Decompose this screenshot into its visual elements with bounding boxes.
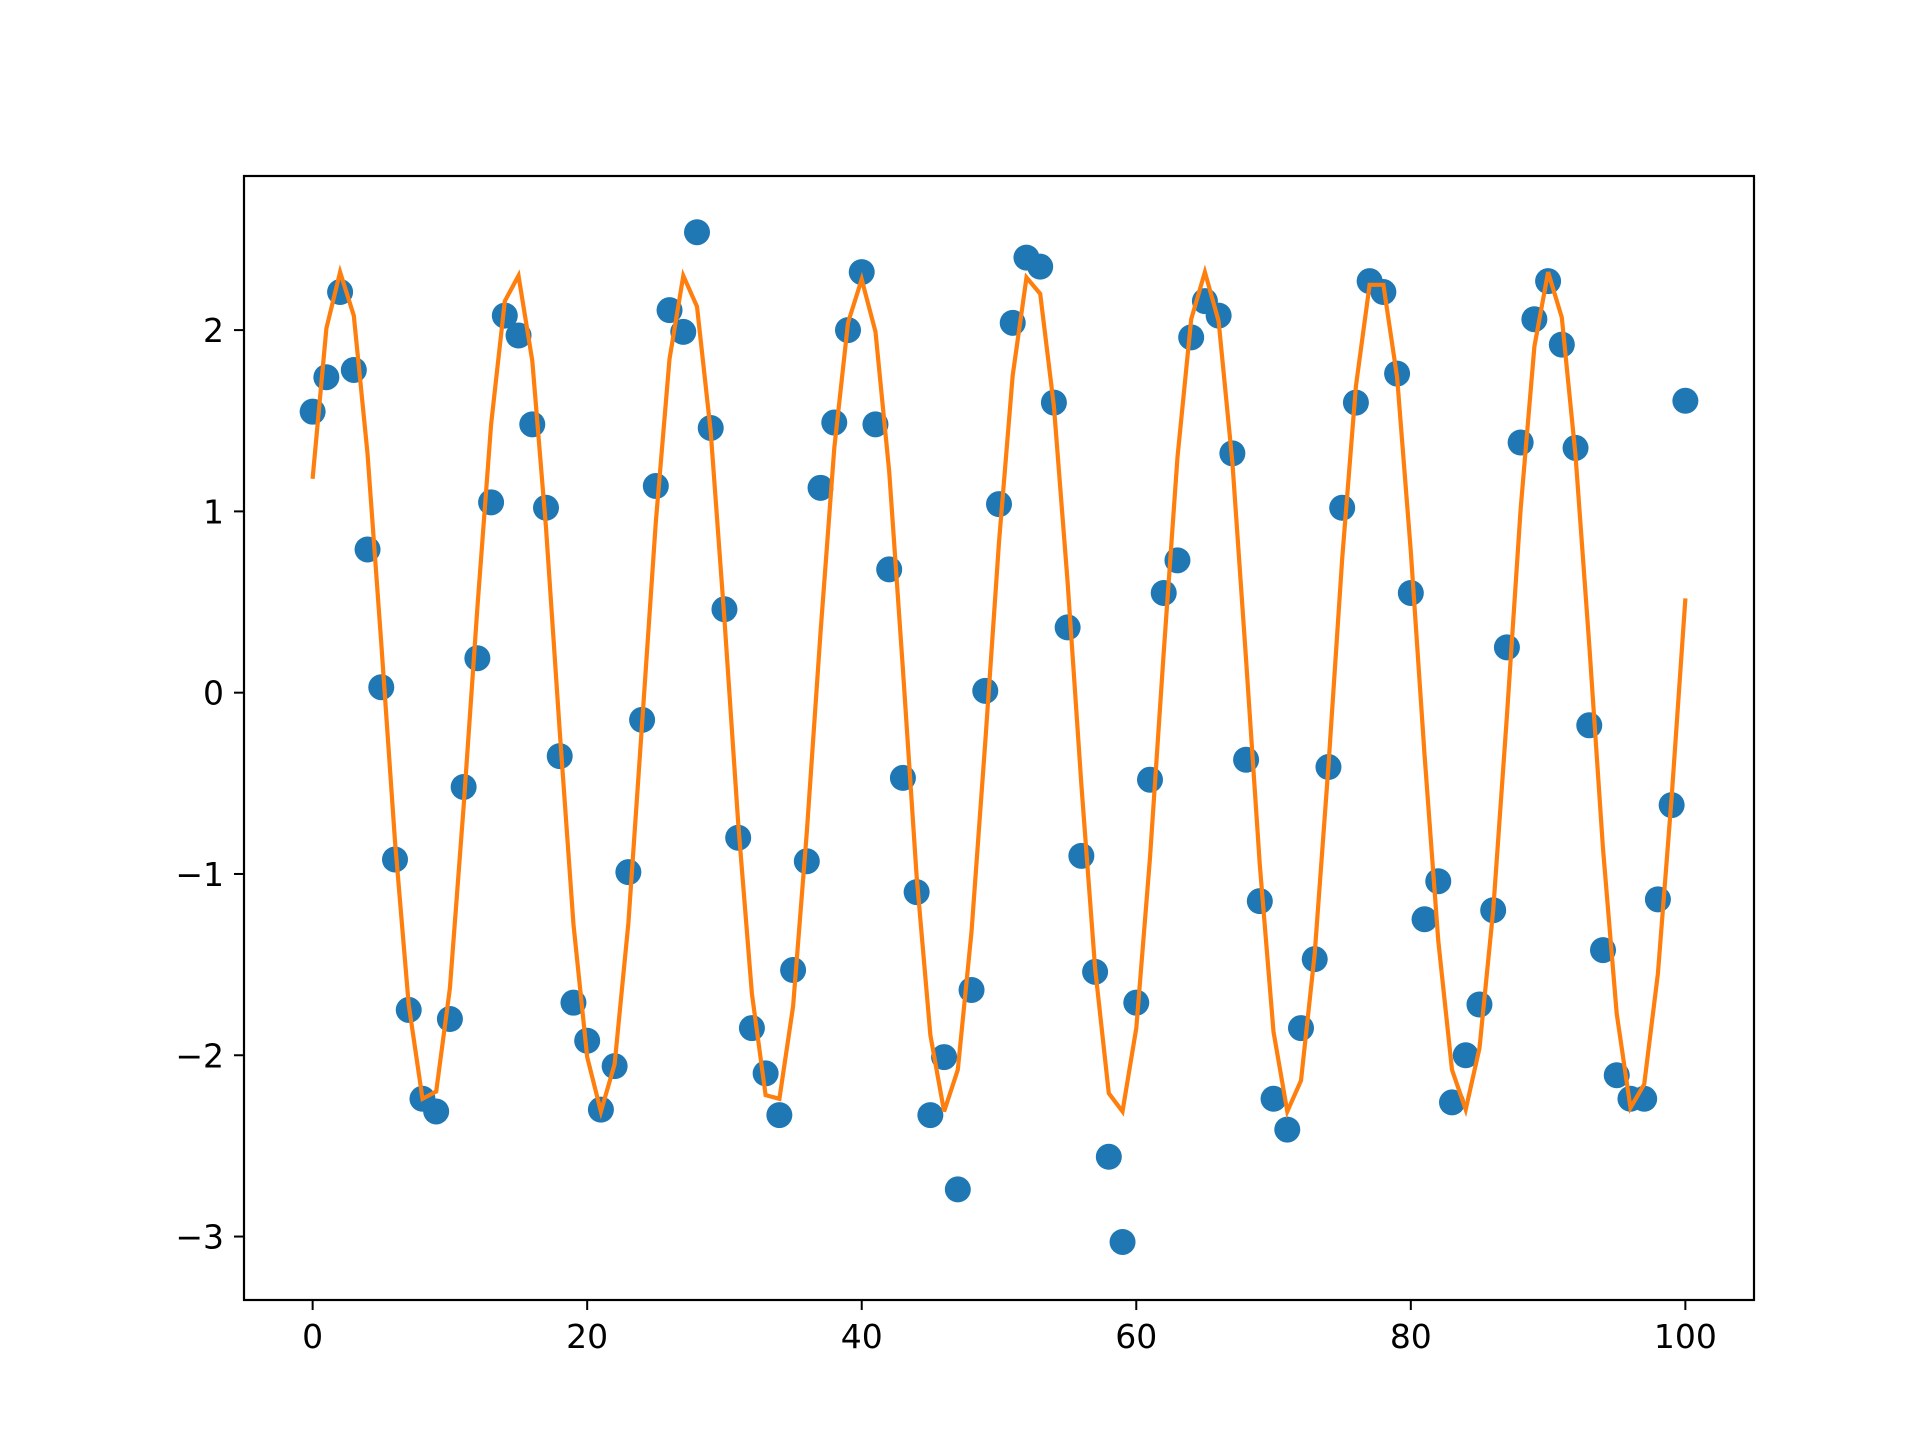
scatter-point	[793, 848, 820, 875]
scatter-point	[313, 364, 340, 391]
axes-frame	[242, 174, 1756, 1302]
y-tick-label: −1	[175, 855, 224, 894]
scatter-point	[1452, 1042, 1479, 1069]
x-tick-label: 0	[302, 1317, 323, 1356]
x-tick-label: 100	[1654, 1317, 1717, 1356]
scatter-point	[684, 219, 710, 246]
scatter-point	[1493, 634, 1520, 661]
scatter-point	[1288, 1015, 1314, 1042]
scatter-point	[615, 859, 642, 886]
scatter-point	[1576, 712, 1603, 739]
scatter-point	[368, 674, 395, 701]
scatter-point	[436, 1006, 463, 1032]
scatter-point	[1411, 906, 1438, 933]
scatter-point	[1095, 1143, 1122, 1170]
scatter-point	[1521, 306, 1548, 333]
scatter-point	[986, 491, 1012, 518]
scatter-point	[1027, 253, 1054, 280]
y-tick-label: −2	[175, 1036, 224, 1075]
scatter-point	[1137, 766, 1163, 793]
scatter-point	[1672, 387, 1699, 414]
scatter-point	[299, 398, 326, 425]
y-axis: −3 −2 −1 0 1 2	[175, 311, 244, 1257]
scatter-point	[1109, 1228, 1136, 1255]
scatter-point	[1397, 579, 1424, 606]
scatter-point	[1054, 614, 1081, 641]
scatter-point	[478, 489, 505, 516]
scatter-point	[917, 1102, 944, 1129]
scatter-point	[766, 1102, 793, 1129]
y-tick-label: −3	[175, 1218, 224, 1257]
scatter-point	[519, 411, 546, 438]
x-axis: 0 20 40 60 80 100	[302, 1300, 1717, 1356]
y-tick-label: 1	[203, 492, 224, 531]
scatter-point	[1329, 494, 1356, 521]
scatter-point	[780, 957, 807, 984]
scatter-point	[1439, 1089, 1465, 1116]
scatter-point	[1068, 842, 1095, 869]
scatter-point	[958, 976, 985, 1003]
scatter-point	[821, 409, 848, 436]
scatter-point	[1246, 888, 1273, 915]
plot-series	[299, 219, 1699, 1255]
scatter-point	[642, 473, 669, 500]
scatter-point	[423, 1098, 450, 1125]
scatter-point	[1274, 1116, 1301, 1143]
scatter-point	[1644, 886, 1671, 913]
scatter-point	[807, 474, 834, 501]
scatter-point	[1507, 429, 1534, 456]
scatter-point	[1425, 868, 1452, 895]
x-tick-label: 80	[1390, 1317, 1432, 1356]
x-tick-label: 60	[1115, 1317, 1157, 1356]
scatter-point	[464, 645, 491, 672]
y-tick-label: 2	[203, 311, 224, 350]
scatter-point	[944, 1176, 971, 1203]
fitted-line-series	[310, 264, 1688, 1120]
scatter-point	[340, 356, 367, 383]
scatter-point	[1260, 1085, 1287, 1112]
scatter-point	[972, 677, 999, 704]
scatter-point	[752, 1060, 779, 1087]
x-tick-label: 40	[841, 1317, 883, 1356]
scatter-point	[738, 1015, 765, 1042]
scatter-point	[848, 259, 875, 286]
scatter-point	[1548, 331, 1575, 358]
scatter-point	[1150, 579, 1177, 606]
y-tick-label: 0	[203, 674, 224, 713]
x-tick-label: 20	[566, 1317, 608, 1356]
scatter-point	[1466, 991, 1493, 1018]
